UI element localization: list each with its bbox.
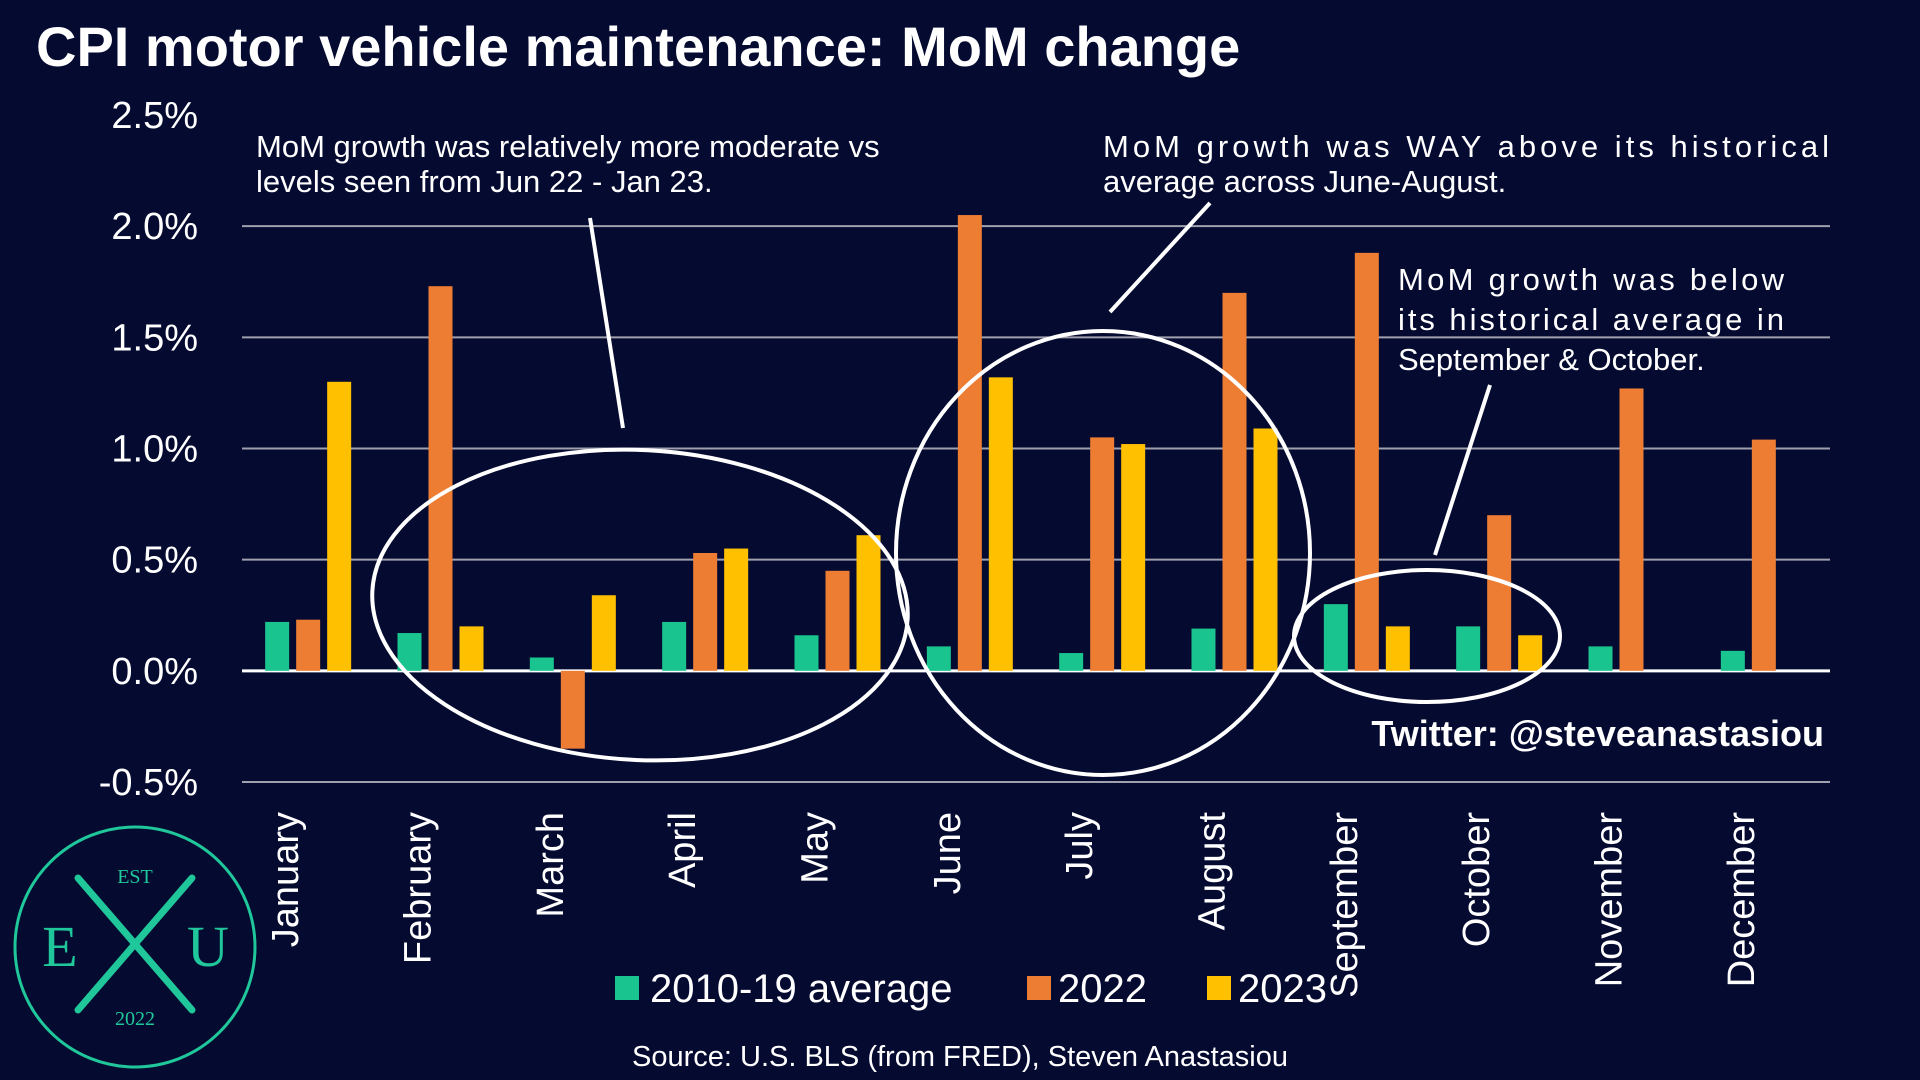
x-tick-label: March: [530, 812, 572, 918]
legend-label-avg: 2010-19 average: [650, 967, 952, 1011]
x-tick-label: September: [1324, 812, 1366, 998]
bar-march-2010-19-average: [529, 657, 554, 671]
annotation-way-above: MoM growth was WAY above its historical …: [1103, 129, 1842, 199]
bar-august-2010-19-average: [1191, 628, 1216, 671]
annotation-shapes: [370, 201, 1562, 777]
bar-september-2022: [1354, 252, 1379, 671]
x-tick-label: May: [795, 812, 837, 884]
x-tick-label: January: [265, 812, 307, 947]
legend-swatch-avg: [615, 976, 639, 1000]
bar-january-2010-19-average: [265, 621, 290, 671]
y-tick-label: 2.0%: [111, 206, 198, 248]
bar-december-2022: [1751, 439, 1776, 671]
bar-august-2022: [1222, 292, 1247, 671]
y-axis-ticks: 2.5% 2.0% 1.5% 1.0% 0.5% 0.0% -0.5%: [99, 95, 198, 804]
bar-july-2022: [1090, 437, 1115, 671]
bar-june-2023: [988, 377, 1013, 671]
bar-june-2022: [957, 215, 982, 671]
bar-october-2010-19-average: [1456, 626, 1481, 671]
x-tick-label: February: [398, 812, 440, 964]
twitter-handle: Twitter: @steveanastasiou: [1371, 713, 1824, 754]
x-tick-label: July: [1059, 812, 1101, 880]
bar-may-2022: [825, 570, 850, 671]
bar-october-2022: [1487, 515, 1512, 671]
pointer-way-above: [1108, 201, 1212, 314]
x-tick-label: October: [1456, 812, 1498, 948]
bar-january-2022: [296, 619, 321, 671]
y-tick-label: 0.0%: [111, 651, 198, 693]
legend: 2010-19 average 2022 2023: [615, 967, 1327, 1011]
bar-august-2023: [1253, 428, 1278, 671]
bar-march-2022: [560, 670, 585, 749]
x-tick-label: December: [1721, 812, 1763, 988]
x-tick-label: August: [1192, 812, 1234, 931]
chart-title: CPI motor vehicle maintenance: MoM chang…: [36, 15, 1240, 78]
bar-september-2023: [1385, 626, 1410, 671]
ellipse-jan-may: [370, 447, 910, 763]
bar-july-2010-19-average: [1059, 653, 1084, 671]
x-tick-label: April: [662, 812, 704, 888]
bar-november-2022: [1619, 388, 1644, 671]
pointer-below: [1433, 384, 1492, 556]
bar-october-2023: [1518, 635, 1543, 671]
legend-label-2023: 2023: [1238, 967, 1327, 1011]
annotation-moderate: MoM growth was relatively more moderate …: [256, 129, 888, 199]
bar-may-2010-19-average: [794, 635, 819, 671]
bar-july-2023: [1121, 444, 1146, 671]
y-tick-label: 1.5%: [111, 317, 198, 359]
legend-swatch-2022: [1027, 976, 1051, 1000]
bar-december-2010-19-average: [1720, 650, 1745, 671]
legend-label-2022: 2022: [1058, 967, 1147, 1011]
logo-year: 2022: [115, 1008, 155, 1030]
bar-september-2010-19-average: [1323, 604, 1348, 671]
x-tick-label: June: [927, 812, 969, 894]
bars: [265, 215, 1776, 749]
x-axis-labels: January February March April May June July Augu…: [265, 812, 1763, 998]
y-tick-label: 2.5%: [111, 95, 198, 137]
annotation-below: MoM growth was below its historical aver…: [1398, 262, 1796, 377]
bar-march-2023: [591, 595, 616, 671]
ellipse-sep-oct: [1292, 568, 1562, 704]
ellipse-jun-aug: [894, 329, 1312, 777]
bar-may-2023: [856, 535, 881, 671]
source-note: Source: U.S. BLS (from FRED), Steven Ana…: [632, 1041, 1288, 1073]
bar-april-2022: [693, 552, 718, 671]
x-tick-label: November: [1589, 812, 1631, 988]
logo-letter-e: E: [42, 914, 77, 979]
bar-april-2010-19-average: [662, 621, 687, 671]
bar-april-2023: [724, 548, 749, 671]
y-tick-label: 0.5%: [111, 540, 198, 582]
bar-february-2022: [428, 286, 453, 671]
logo-letter-u: U: [187, 914, 229, 979]
y-tick-label: -0.5%: [99, 762, 198, 804]
exu-logo: EST E U 2022: [13, 825, 257, 1069]
bar-november-2010-19-average: [1588, 646, 1613, 671]
bar-february-2023: [459, 626, 484, 671]
logo-est: EST: [117, 866, 153, 888]
pointer-moderate: [588, 217, 625, 429]
gridlines: [242, 225, 1830, 783]
bar-june-2010-19-average: [926, 646, 951, 671]
legend-swatch-2023: [1207, 976, 1231, 1000]
y-tick-label: 1.0%: [111, 429, 198, 471]
bar-january-2023: [327, 381, 352, 671]
